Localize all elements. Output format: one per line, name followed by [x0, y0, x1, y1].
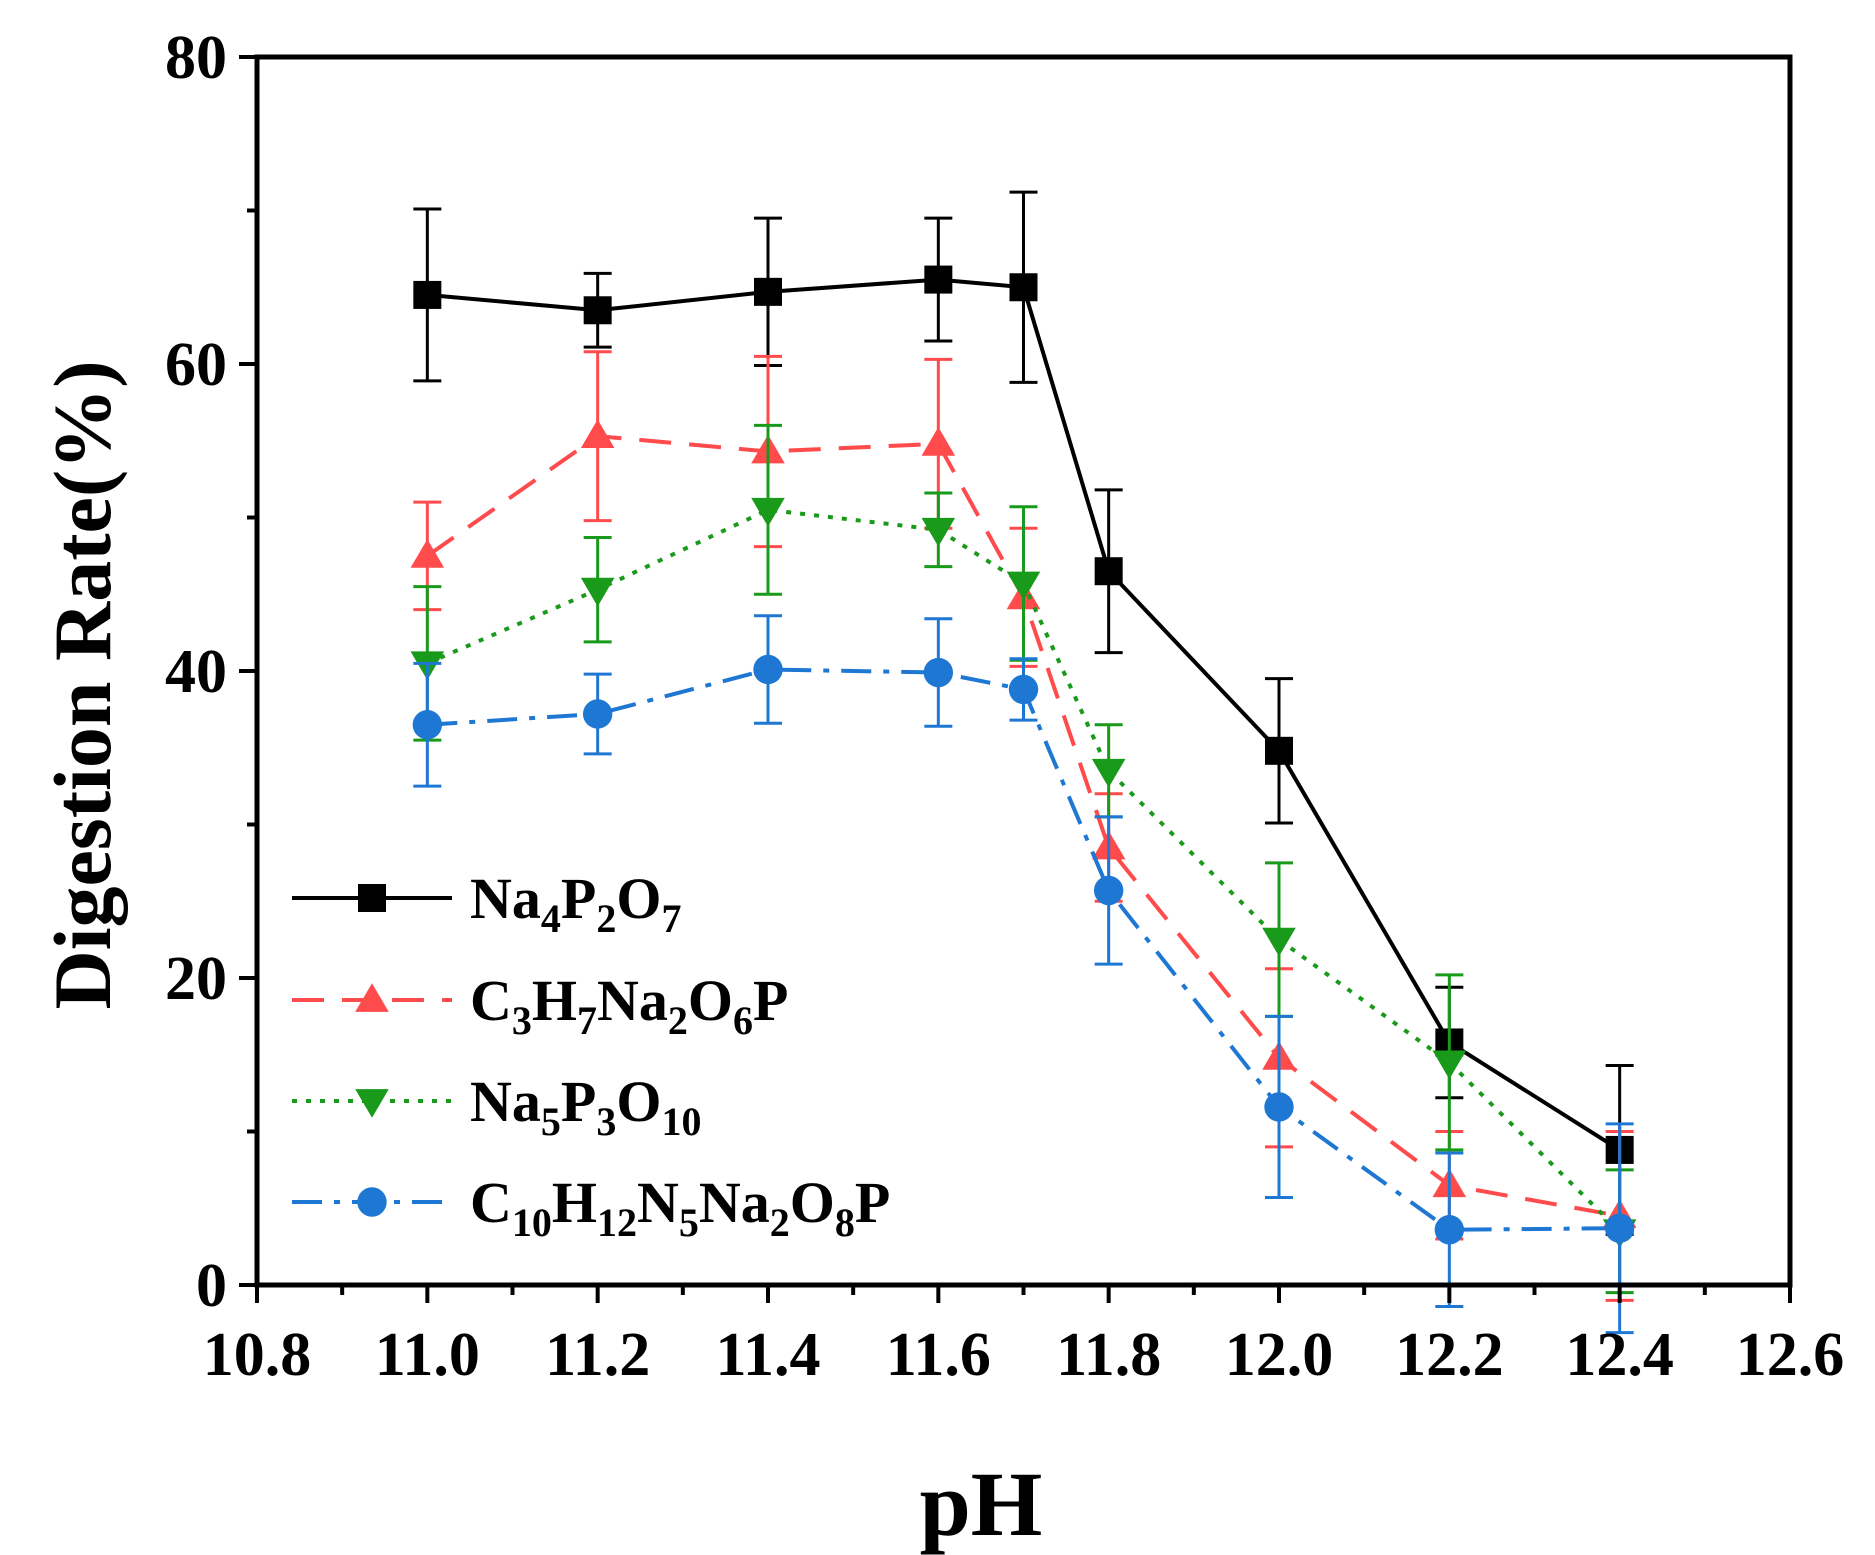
x-axis-title: pH: [920, 1453, 1043, 1555]
data-point: [1009, 273, 1038, 302]
x-tick-label: 12.2: [1395, 1321, 1504, 1389]
x-tick-label: 12.4: [1565, 1321, 1674, 1389]
data-point: [751, 497, 785, 527]
data-point: [583, 296, 612, 325]
legend-label: C3H7Na2O6P: [470, 968, 788, 1043]
data-point: [1262, 927, 1296, 957]
data-point: [921, 427, 956, 456]
legend-marker: [357, 1187, 387, 1217]
data-point: [921, 517, 956, 547]
legend-entry: Na4P2O7: [292, 866, 681, 941]
data-point: [923, 657, 954, 688]
y-tick-label: 80: [165, 24, 227, 92]
data-point: [1432, 1050, 1467, 1080]
series-layer: [410, 190, 1637, 1335]
data-point: [1094, 557, 1123, 586]
y-axis-title: Digestion Rate(%): [37, 360, 128, 1009]
data-point: [1264, 1092, 1294, 1122]
y-tick-label: 40: [165, 638, 227, 706]
data-point: [580, 577, 615, 607]
legend-label: Na5P3O10: [470, 1069, 701, 1144]
legend: Na4P2O7 C3H7Na2O6P Na5P3O10 C10H12N5Na2O8P: [292, 866, 890, 1245]
legend-label: Na4P2O7: [470, 866, 681, 941]
legend-entry: Na5P3O10: [292, 1069, 701, 1144]
data-point: [924, 265, 953, 294]
data-point: [1006, 571, 1041, 601]
y-tick-label: 60: [165, 331, 227, 399]
x-tick-label: 12.6: [1736, 1321, 1845, 1389]
y-tick-label: 0: [196, 1252, 227, 1320]
legend-marker: [358, 884, 386, 912]
x-tick-label: 11.4: [715, 1321, 820, 1389]
x-tick-label: 11.8: [1056, 1321, 1161, 1389]
x-tick-label: 11.2: [545, 1321, 650, 1389]
data-point: [753, 654, 783, 685]
x-tick-label: 11.6: [886, 1321, 991, 1389]
y-tick-label: 20: [165, 945, 227, 1013]
legend-entry: C10H12N5Na2O8P: [292, 1170, 890, 1245]
x-tick-label: 11.0: [375, 1321, 480, 1389]
axes-layer: 10.8 11.0 11.2 11.4 11.6 11.8 12.0 12.2 12.4 12.6…: [165, 24, 1844, 1389]
data-point: [754, 277, 782, 306]
data-point: [1093, 875, 1124, 906]
legend-entry: C3H7Na2O6P: [292, 968, 788, 1043]
data-point: [580, 419, 615, 449]
data-point: [413, 280, 442, 309]
data-point: [1091, 758, 1126, 788]
data-point: [1434, 1215, 1465, 1245]
legend-marker: [355, 1089, 389, 1118]
legend-label: C10H12N5Na2O8P: [470, 1170, 890, 1245]
x-tick-label: 10.8: [203, 1321, 312, 1389]
data-point: [582, 699, 613, 729]
data-point: [1265, 736, 1293, 765]
legend-marker: [355, 983, 389, 1012]
data-point: [410, 539, 445, 568]
data-point: [1008, 674, 1039, 705]
data-point: [412, 710, 443, 740]
data-point: [1604, 1213, 1635, 1243]
series-3: [412, 614, 1635, 1335]
x-tick-label: 12.0: [1225, 1321, 1334, 1389]
